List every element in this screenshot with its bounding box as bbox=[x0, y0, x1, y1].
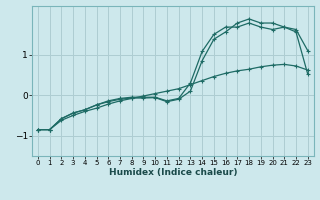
X-axis label: Humidex (Indice chaleur): Humidex (Indice chaleur) bbox=[108, 168, 237, 177]
